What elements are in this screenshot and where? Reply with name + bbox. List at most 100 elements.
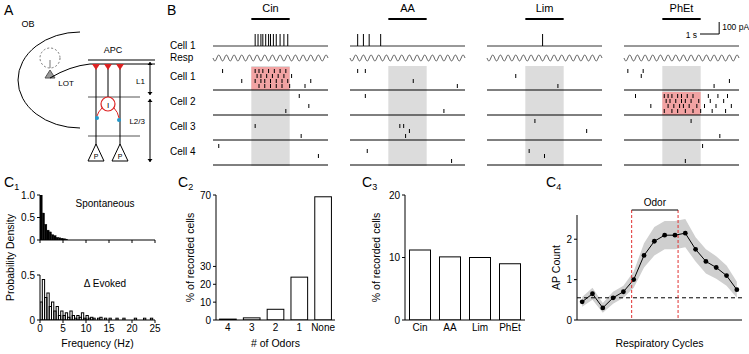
y-tick xyxy=(213,284,216,285)
y-tick xyxy=(37,195,40,196)
spike-tick xyxy=(280,69,281,73)
marks xyxy=(410,250,521,320)
axis-title: % of recorded cells xyxy=(184,213,196,302)
label: Odor xyxy=(644,197,667,208)
marker xyxy=(673,233,678,238)
spike-tick xyxy=(677,109,678,113)
axis-title: # of Odors xyxy=(251,337,300,349)
spike-tick xyxy=(643,69,644,73)
spike-tick xyxy=(635,94,636,98)
marker xyxy=(600,305,605,310)
label: Resp xyxy=(170,52,194,63)
x-tick xyxy=(63,240,64,243)
line xyxy=(582,233,737,308)
row-line xyxy=(487,90,602,91)
spike-tick xyxy=(403,124,404,128)
spike-tick xyxy=(264,84,265,88)
marker xyxy=(734,287,739,292)
histogram-bar xyxy=(42,213,44,240)
label: Lim xyxy=(536,2,554,14)
label: PhEt xyxy=(670,2,694,14)
y-tick xyxy=(213,320,216,321)
axis-title: Frequency (Hz) xyxy=(61,337,133,349)
panel-subscript: 4 xyxy=(556,182,561,192)
spike-tick xyxy=(719,134,720,138)
row-line xyxy=(487,165,602,166)
spike-tick xyxy=(276,79,277,83)
spike-tick xyxy=(278,74,279,78)
marker xyxy=(580,299,585,304)
label: Cin xyxy=(262,2,279,14)
x-axis xyxy=(577,320,742,321)
spike-tick xyxy=(689,104,690,108)
row-line xyxy=(350,90,465,91)
spike-tick xyxy=(534,119,535,123)
marks xyxy=(577,219,742,313)
spike-tick xyxy=(409,129,410,133)
spike-tick xyxy=(704,104,705,108)
label: LOT xyxy=(58,79,74,88)
spike-tick xyxy=(301,134,302,138)
marks xyxy=(220,197,332,320)
x-tick xyxy=(40,240,41,243)
x-tick xyxy=(132,240,133,243)
spike-tick xyxy=(276,84,277,88)
marker xyxy=(652,239,657,244)
spike-tick xyxy=(677,94,678,98)
label: P xyxy=(94,153,99,160)
response-highlight xyxy=(251,67,289,90)
excitatory-synapse xyxy=(92,64,100,70)
panel-label: C3 xyxy=(362,174,377,192)
y-tick xyxy=(213,266,216,267)
odor-bar xyxy=(662,18,700,20)
arrow-head xyxy=(148,92,153,95)
spike-tick xyxy=(698,99,699,103)
spike-tick xyxy=(274,69,275,73)
odor-window xyxy=(251,66,289,166)
tick-label: 0 xyxy=(37,323,43,334)
bar xyxy=(410,250,431,320)
tick-label: 30 xyxy=(200,261,212,272)
histogram-bar xyxy=(45,224,47,240)
tick-label: 0 xyxy=(394,315,400,326)
bar xyxy=(500,264,521,320)
trace-spike xyxy=(280,34,281,46)
spike-tick xyxy=(650,104,651,108)
label: Δ Evoked xyxy=(84,278,126,289)
trace-spike xyxy=(262,34,263,46)
spike-tick xyxy=(222,69,223,73)
spike-tick xyxy=(272,74,273,78)
row-line xyxy=(487,140,602,141)
response-highlight xyxy=(662,92,700,115)
inhibitory-synapse xyxy=(95,116,99,120)
spike-tick xyxy=(557,84,558,88)
layer-arrow xyxy=(150,62,151,95)
tick-label: 20 xyxy=(126,323,138,334)
chart: Δ Evoked00.50510152025Frequency (Hz) xyxy=(21,270,161,350)
panel-label: C2 xyxy=(178,174,193,192)
marker xyxy=(683,231,688,236)
spike-tick xyxy=(268,69,269,73)
tick-label: Lim xyxy=(472,322,488,333)
label: P xyxy=(118,153,123,160)
trace-spike xyxy=(363,34,364,46)
bar xyxy=(291,277,308,320)
marks xyxy=(40,195,68,240)
spike-tick xyxy=(683,104,684,108)
x-axis xyxy=(405,320,525,321)
spike-tick xyxy=(310,79,311,83)
bar xyxy=(315,197,332,320)
y-axis xyxy=(40,275,41,320)
tick-label: None xyxy=(311,322,335,333)
trace-spike xyxy=(260,34,261,46)
histogram-bar xyxy=(40,195,42,240)
label: AA xyxy=(400,2,415,14)
spike-tick xyxy=(673,104,674,108)
panel-label: C1 xyxy=(4,174,19,192)
histogram-bar xyxy=(52,235,54,240)
layer-arrow xyxy=(150,99,151,162)
tick-label: 20 xyxy=(200,279,212,290)
lot-axon xyxy=(50,64,155,78)
x-tick xyxy=(155,240,156,243)
panel-label: C4 xyxy=(546,174,561,192)
